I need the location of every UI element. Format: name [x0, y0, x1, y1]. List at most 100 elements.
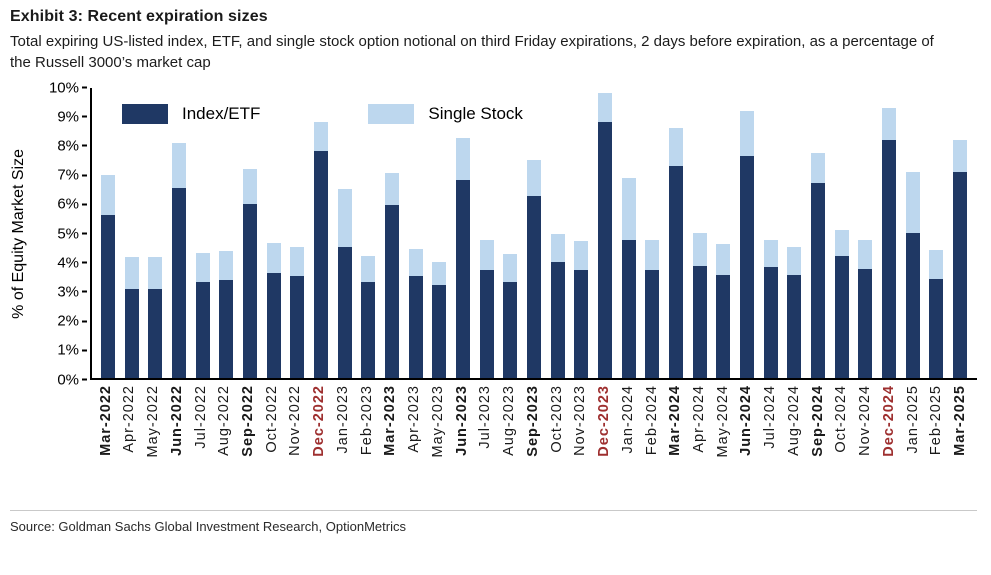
bar-segment-index-etf	[266, 273, 281, 378]
bar-segment-single-stock	[645, 239, 660, 271]
bar-stack	[763, 88, 778, 378]
x-label-cell: Mar-2023	[379, 385, 403, 504]
x-tick-label: Mar-2023	[382, 384, 399, 456]
bar-segment-single-stock	[337, 189, 352, 248]
bar-stack	[171, 88, 186, 378]
x-label-cell: Jan-2023	[331, 385, 355, 504]
bar-stack	[905, 88, 920, 378]
exhibit-subtitle: Total expiring US-listed index, ETF, and…	[10, 33, 934, 72]
bar-stack	[100, 88, 115, 378]
bar-segment-index-etf	[455, 180, 470, 378]
bar-group	[806, 88, 830, 378]
x-label-cell: May-2023	[426, 385, 450, 504]
single-stock-swatch	[368, 103, 415, 124]
bar-stack	[219, 88, 234, 378]
bar-segment-index-etf	[929, 279, 944, 378]
bar-stack	[621, 88, 636, 378]
bar-group	[948, 88, 972, 378]
legend-label: Index/ETF	[182, 103, 261, 123]
bar-group	[688, 88, 712, 378]
y-tick-label: 2%	[57, 312, 87, 330]
y-tick-label: 4%	[57, 254, 87, 272]
x-tick-label: Jun-2023	[453, 384, 470, 456]
bar-group	[854, 88, 878, 378]
y-tick-label: 0%	[57, 371, 87, 389]
bar-segment-index-etf	[124, 289, 139, 378]
bar-segment-single-stock	[313, 122, 328, 152]
bar-segment-index-etf	[195, 281, 210, 378]
bar-segment-single-stock	[455, 138, 470, 181]
bar-segment-single-stock	[242, 168, 257, 204]
bar-segment-single-stock	[219, 251, 234, 281]
y-tick-label: 6%	[57, 195, 87, 213]
y-tick-label: 7%	[57, 166, 87, 184]
index-etf-swatch	[122, 103, 168, 124]
x-tick-label: Oct-2024	[833, 384, 850, 453]
bar-stack	[290, 88, 305, 378]
bar-stack	[503, 88, 518, 378]
bar-segment-single-stock	[361, 255, 376, 282]
x-tick-label: Dec-2022	[311, 384, 328, 457]
x-tick-label: Jan-2023	[334, 384, 351, 454]
source-note: Source: Goldman Sachs Global Investment …	[10, 509, 977, 534]
bar-group	[569, 88, 593, 378]
x-label-cell: Jun-2022	[165, 385, 189, 504]
bar-group	[901, 88, 925, 378]
bar-segment-single-stock	[503, 254, 518, 282]
x-tick-label: May-2022	[145, 384, 162, 458]
bar-segment-single-stock	[195, 252, 210, 282]
bar-stack	[597, 88, 612, 378]
y-tick-label: 3%	[57, 283, 87, 301]
bar-segment-single-stock	[834, 229, 849, 256]
bar-stack	[124, 88, 139, 378]
bar-segment-single-stock	[597, 93, 612, 123]
bar-stack	[787, 88, 802, 378]
x-tick-label: Apr-2024	[690, 384, 707, 453]
bar-group	[285, 88, 309, 378]
bar-group	[96, 88, 120, 378]
bar-segment-index-etf	[361, 281, 376, 378]
x-label-cell: May-2022	[141, 385, 165, 504]
y-tick-label: 1%	[57, 341, 87, 359]
x-tick-label: Mar-2025	[952, 384, 969, 456]
x-tick-label: Dec-2024	[880, 384, 897, 457]
x-label-cell: Apr-2023	[403, 385, 427, 504]
x-label-cell: Aug-2022	[213, 385, 237, 504]
bar-segment-single-stock	[384, 173, 399, 206]
x-label-cell: Nov-2024	[854, 385, 878, 504]
bar-stack	[550, 88, 565, 378]
bar-group	[546, 88, 570, 378]
x-label-cell: Mar-2025	[948, 385, 972, 504]
bar-stack	[882, 88, 896, 378]
bar-stack	[692, 88, 707, 378]
x-label-cell: Feb-2024	[640, 385, 664, 504]
bar-stack	[266, 88, 281, 378]
bar-stack	[929, 88, 944, 378]
bar-stack	[195, 88, 210, 378]
bar-segment-single-stock	[810, 152, 825, 184]
bar-group	[380, 88, 404, 378]
x-label-cell: Aug-2023	[497, 385, 521, 504]
bar-stack	[432, 88, 447, 378]
bar-group	[309, 88, 333, 378]
x-tick-label: Mar-2022	[97, 384, 114, 456]
bar-segment-index-etf	[574, 270, 589, 378]
exhibit-title: Exhibit 3: Recent expiration sizes	[10, 8, 268, 25]
bar-stack	[858, 88, 873, 378]
legend-label: Single Stock	[428, 103, 523, 123]
x-tick-label: Oct-2022	[263, 384, 280, 453]
x-tick-label: Nov-2023	[572, 384, 589, 456]
bar-group	[214, 88, 238, 378]
bar-stack	[645, 88, 660, 378]
x-label-cell: Jan-2025	[901, 385, 925, 504]
x-tick-label: Jan-2025	[904, 384, 921, 454]
bar-group	[925, 88, 949, 378]
bar-segment-index-etf	[621, 239, 636, 378]
x-label-cell: Mar-2022	[94, 385, 118, 504]
bar-segment-index-etf	[882, 139, 896, 378]
bar-segment-single-stock	[858, 239, 873, 269]
x-label-cell: Oct-2023	[545, 385, 569, 504]
x-label-cell: Feb-2025	[925, 385, 949, 504]
bar-segment-single-stock	[882, 107, 896, 140]
x-tick-label: Sep-2023	[524, 384, 541, 457]
